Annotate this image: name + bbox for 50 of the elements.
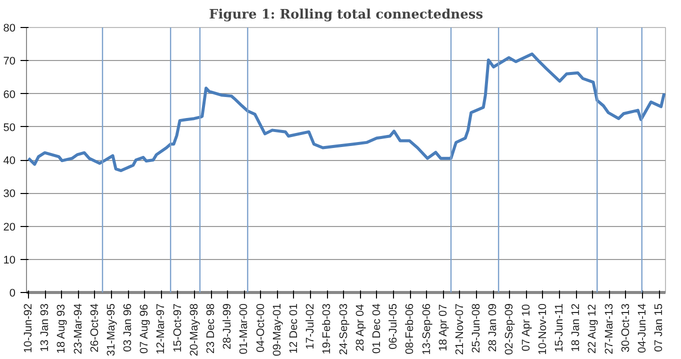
y-tick-label: 10 xyxy=(3,254,16,266)
x-tick-label: 26-Oct-94 xyxy=(88,303,101,352)
x-tick-label: 13-Sep-06 xyxy=(420,303,433,355)
x-tick-label: 08-Feb-06 xyxy=(404,303,416,354)
x-tick-label: 07 Apr 10 xyxy=(520,304,532,352)
x-tick-label: 24-Sep-03 xyxy=(338,303,350,355)
x-tick-label: 04-Oct-00 xyxy=(254,303,267,352)
x-tick-label: 12-Mar-97 xyxy=(155,303,168,354)
chart-title: Figure 1: Rolling total connectedness xyxy=(208,8,484,22)
x-tick-label: 22 Aug 12 xyxy=(586,304,599,354)
x-tick-label: 23-Mar-94 xyxy=(72,303,84,354)
x-tick-label: 01-Mar-00 xyxy=(238,303,250,354)
x-tick-label: 23 Dec 98 xyxy=(205,303,218,354)
x-tick-label: 13 Jan 93 xyxy=(39,303,52,352)
x-tick-label: 15-Jun-11 xyxy=(554,303,566,352)
x-tick-label: 31-May-95 xyxy=(105,304,118,356)
x-tick-label: 18 Jan 12 xyxy=(570,303,582,352)
y-tick-label: 70 xyxy=(3,56,16,68)
x-tick-label: 20-May-98 xyxy=(188,304,200,356)
x-tick-label: 03 Jan 96 xyxy=(122,303,134,352)
y-tick-label: 30 xyxy=(3,188,16,200)
x-tick-label: 15-Oct-97 xyxy=(172,303,184,352)
x-tick-label: 28 Jan 09 xyxy=(487,303,500,352)
y-tick-label: 50 xyxy=(3,122,16,134)
x-tick-label: 04-Jun-14 xyxy=(636,303,648,354)
x-tick-label: 07 Aug 96 xyxy=(138,304,151,354)
x-tick-label: 28 Apr 04 xyxy=(354,304,366,352)
x-tick-label: 18 Apr 07 xyxy=(437,304,450,352)
y-tick-label: 80 xyxy=(3,22,16,34)
x-tick-label: 07 Jan 15 xyxy=(653,303,666,352)
x-tick-label: 19-Feb-03 xyxy=(321,303,334,354)
x-tick-label: 06-Jul-05 xyxy=(388,304,400,350)
x-tick-label: 18 Aug 93 xyxy=(56,304,68,354)
y-tick-label: 60 xyxy=(3,88,16,101)
x-tick-label: 30-Oct-13 xyxy=(620,303,632,352)
line-series xyxy=(26,52,666,172)
x-tick-label: 01 Dec 04 xyxy=(370,303,383,354)
x-tick-label: 02-Sep-09 xyxy=(504,303,516,355)
x-tick-label: 28-Jul-99 xyxy=(222,304,234,350)
x-tick-label: 10-Jun-92 xyxy=(22,303,34,354)
x-tick-label: 12 Dec 01 xyxy=(288,303,300,354)
y-tick-label: 0 xyxy=(9,288,16,300)
x-tick-label: 21-Nov-07 xyxy=(454,304,466,355)
y-tick-label: 40 xyxy=(3,155,16,167)
x-tick-label: 10-Nov-10 xyxy=(536,304,549,355)
x-tick-label: 09-May-01 xyxy=(271,304,284,356)
x-tick-label: 17-Jul-02 xyxy=(304,304,317,350)
x-tick-label: 25-Jun-08 xyxy=(470,303,483,354)
y-tick-label: 20 xyxy=(3,221,16,234)
x-tick-label: 27-Mar-13 xyxy=(603,303,616,354)
